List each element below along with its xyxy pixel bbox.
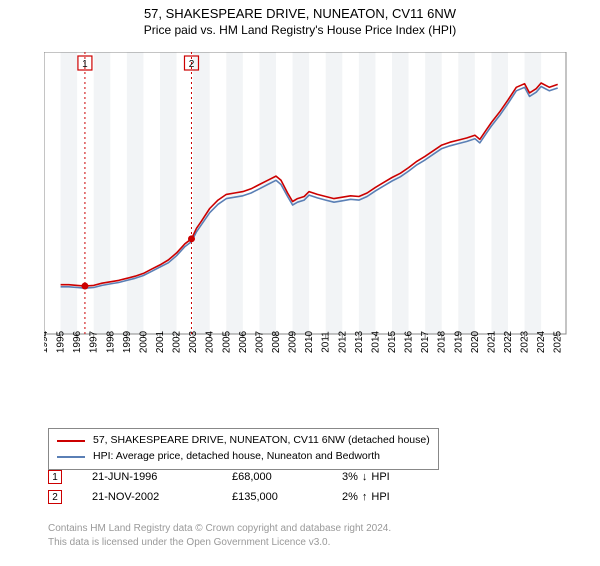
event-date: 21-NOV-2002 xyxy=(92,491,202,503)
svg-text:2013: 2013 xyxy=(354,330,365,353)
event-row: 2 21-NOV-2002 £135,000 2% ↑ HPI xyxy=(48,490,390,504)
svg-text:2020: 2020 xyxy=(470,330,481,353)
svg-text:2017: 2017 xyxy=(420,330,431,353)
footnote-line: Contains HM Land Registry data © Crown c… xyxy=(48,522,391,536)
footnote: Contains HM Land Registry data © Crown c… xyxy=(48,522,391,549)
legend-row: HPI: Average price, detached house, Nune… xyxy=(57,449,430,465)
svg-text:2007: 2007 xyxy=(254,330,265,353)
chart-plot: £0£50K£100K£150K£200K£250K£300K£350K£400… xyxy=(44,52,584,380)
svg-text:2011: 2011 xyxy=(321,331,332,353)
svg-text:2006: 2006 xyxy=(238,330,249,353)
svg-text:2005: 2005 xyxy=(221,330,232,353)
event-price: £135,000 xyxy=(232,491,312,503)
event-delta: 3% ↓ HPI xyxy=(342,471,390,483)
svg-text:2004: 2004 xyxy=(205,330,216,353)
svg-text:2000: 2000 xyxy=(138,330,149,353)
event-delta-suffix: HPI xyxy=(371,471,389,483)
svg-text:1994: 1994 xyxy=(44,330,50,353)
chart-subtitle: Price paid vs. HM Land Registry's House … xyxy=(0,23,600,37)
svg-text:2019: 2019 xyxy=(453,330,464,353)
svg-text:1999: 1999 xyxy=(122,330,133,353)
legend-swatch xyxy=(57,440,85,442)
svg-text:1997: 1997 xyxy=(89,330,100,353)
svg-text:2: 2 xyxy=(189,59,195,70)
event-list: 1 21-JUN-1996 £68,000 3% ↓ HPI 2 21-NOV-… xyxy=(48,470,390,510)
legend-swatch xyxy=(57,456,85,458)
arrow-down-icon: ↓ xyxy=(362,471,368,483)
svg-text:1: 1 xyxy=(82,59,88,70)
legend: 57, SHAKESPEARE DRIVE, NUNEATON, CV11 6N… xyxy=(48,428,439,470)
svg-text:2024: 2024 xyxy=(536,330,547,353)
legend-row: 57, SHAKESPEARE DRIVE, NUNEATON, CV11 6N… xyxy=(57,433,430,449)
svg-text:2002: 2002 xyxy=(172,330,183,353)
svg-text:1998: 1998 xyxy=(105,330,116,353)
svg-text:1996: 1996 xyxy=(72,330,83,353)
svg-text:2022: 2022 xyxy=(503,330,514,353)
svg-text:2001: 2001 xyxy=(155,330,166,353)
svg-text:1995: 1995 xyxy=(56,330,67,353)
svg-text:2023: 2023 xyxy=(520,330,531,353)
svg-text:2018: 2018 xyxy=(437,330,448,353)
event-row: 1 21-JUN-1996 £68,000 3% ↓ HPI xyxy=(48,470,390,484)
chart-title: 57, SHAKESPEARE DRIVE, NUNEATON, CV11 6N… xyxy=(0,6,600,21)
arrow-up-icon: ↑ xyxy=(362,491,368,503)
svg-text:2016: 2016 xyxy=(404,330,415,353)
svg-text:2010: 2010 xyxy=(304,330,315,353)
event-badge: 1 xyxy=(48,470,62,484)
svg-text:2009: 2009 xyxy=(288,330,299,353)
event-delta: 2% ↑ HPI xyxy=(342,491,390,503)
legend-label: HPI: Average price, detached house, Nune… xyxy=(93,449,380,465)
svg-text:2025: 2025 xyxy=(553,330,564,353)
event-date: 21-JUN-1996 xyxy=(92,471,202,483)
event-delta-pct: 2% xyxy=(342,491,358,503)
event-badge: 2 xyxy=(48,490,62,504)
svg-text:2021: 2021 xyxy=(486,330,497,353)
event-delta-suffix: HPI xyxy=(371,491,389,503)
svg-text:2015: 2015 xyxy=(387,330,398,353)
svg-text:2003: 2003 xyxy=(188,330,199,353)
chart-container: 57, SHAKESPEARE DRIVE, NUNEATON, CV11 6N… xyxy=(0,6,600,566)
svg-text:2012: 2012 xyxy=(337,330,348,353)
event-delta-pct: 3% xyxy=(342,471,358,483)
legend-label: 57, SHAKESPEARE DRIVE, NUNEATON, CV11 6N… xyxy=(93,433,430,449)
svg-text:2014: 2014 xyxy=(370,330,381,353)
event-price: £68,000 xyxy=(232,471,312,483)
footnote-line: This data is licensed under the Open Gov… xyxy=(48,536,391,550)
svg-text:2008: 2008 xyxy=(271,330,282,353)
